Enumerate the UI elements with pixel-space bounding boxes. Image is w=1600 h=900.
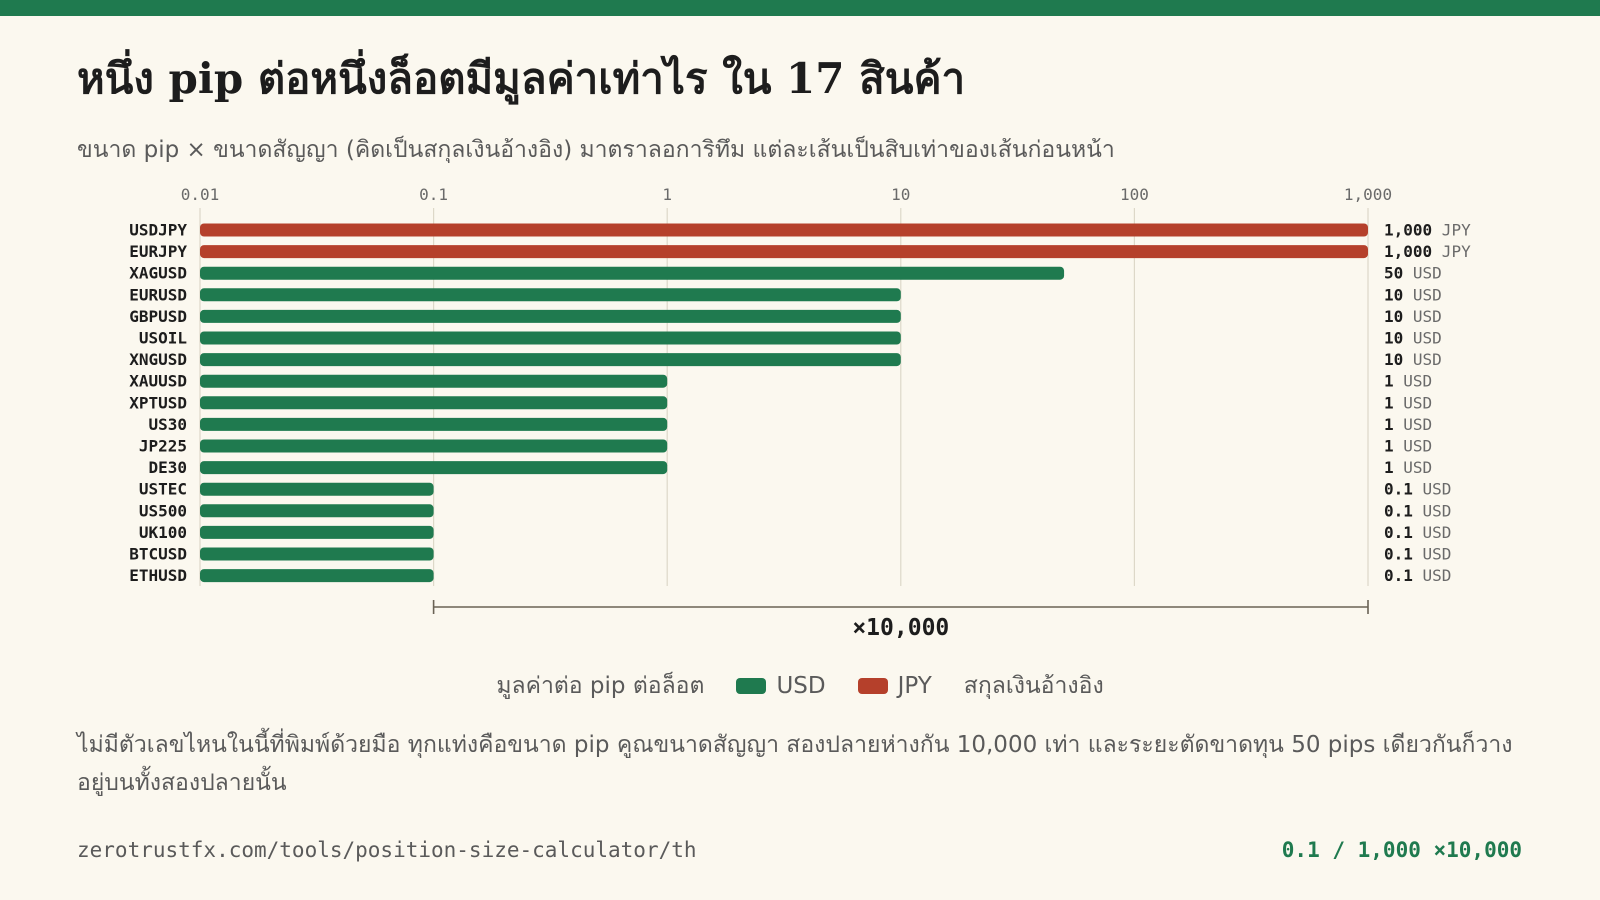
bar	[200, 482, 434, 496]
x-tick-label: 10	[891, 185, 910, 204]
category-label: US30	[148, 415, 187, 434]
x-tick-label: 0.01	[181, 185, 220, 204]
bar	[200, 331, 901, 345]
category-label: XPTUSD	[129, 393, 187, 412]
bar	[200, 547, 434, 561]
bar	[200, 504, 434, 518]
value-label: 0.1 USD	[1384, 545, 1451, 564]
footer-ratio: 0.1 / 1,000 ×10,000	[1281, 838, 1522, 862]
x-tick-label: 1	[662, 185, 672, 204]
legend-suffix: สกุลเงินอ้างอิง	[963, 673, 1104, 699]
category-label: XNGUSD	[129, 350, 187, 369]
bar	[200, 245, 1368, 259]
bar	[200, 396, 668, 410]
legend-item-jpy: JPY	[857, 673, 932, 699]
category-label: USDJPY	[129, 221, 187, 240]
bar	[200, 439, 668, 453]
span-label: ×10,000	[852, 615, 949, 641]
value-label: 1 USD	[1384, 415, 1432, 434]
legend-swatch-usd	[736, 678, 767, 694]
value-label: 0.1 USD	[1384, 501, 1451, 520]
value-label: 1 USD	[1384, 458, 1432, 477]
category-label: EURJPY	[129, 242, 187, 261]
value-label: 1 USD	[1384, 437, 1432, 456]
x-tick-label: 100	[1120, 185, 1149, 204]
page-title: หนึ่ง pip ต่อหนึ่งล็อตมีมูลค่าเท่าไร ใน …	[77, 54, 966, 103]
bar	[200, 309, 901, 323]
category-label: XAUUSD	[129, 372, 187, 391]
bar	[200, 223, 1368, 237]
value-label: 10 USD	[1384, 329, 1442, 348]
category-label: USOIL	[139, 329, 187, 348]
legend-label-jpy: JPY	[897, 673, 932, 699]
legend-title: มูลค่าต่อ pip ต่อล็อต	[496, 673, 705, 699]
value-label: 10 USD	[1384, 285, 1442, 304]
value-label: 0.1 USD	[1384, 523, 1451, 542]
value-label: 10 USD	[1384, 307, 1442, 326]
bar	[200, 569, 434, 583]
category-label: US500	[139, 501, 187, 520]
x-tick-label: 1,000	[1344, 185, 1392, 204]
value-label: 10 USD	[1384, 350, 1442, 369]
legend-swatch-jpy	[857, 678, 888, 694]
value-label: 1 USD	[1384, 393, 1432, 412]
bar	[200, 374, 668, 388]
category-label: GBPUSD	[129, 307, 187, 326]
source-url[interactable]: zerotrustfx.com/tools/position-size-calc…	[77, 838, 697, 862]
value-label: 0.1 USD	[1384, 480, 1451, 499]
category-label: DE30	[148, 458, 187, 477]
legend-item-usd: USD	[736, 673, 826, 699]
bar-chart: 0.01 0.1 1 10 100 1,000 USDJPY 1,000 JPY EURJPY 1…	[129, 185, 1471, 641]
legend-label-usd: USD	[776, 673, 826, 699]
footnote-text: ไม่มีตัวเลขไหนในนี้ที่พิมพ์ด้วยมือ ทุกแท…	[77, 732, 1513, 796]
category-label: EURUSD	[129, 285, 187, 304]
top-accent-bar	[0, 0, 1600, 16]
value-label: 50 USD	[1384, 264, 1442, 283]
value-label: 0.1 USD	[1384, 566, 1451, 585]
category-label: XAGUSD	[129, 264, 187, 283]
category-label: UK100	[139, 523, 187, 542]
bar	[200, 417, 668, 431]
value-label: 1 USD	[1384, 372, 1432, 391]
bar	[200, 525, 434, 539]
category-label: BTCUSD	[129, 545, 187, 564]
chart-legend: มูลค่าต่อ pip ต่อล็อต USD JPY สกุลเงินอ้…	[0, 668, 1600, 704]
value-label: 1,000 JPY	[1384, 221, 1471, 240]
bar	[200, 353, 901, 367]
page-subtitle: ขนาด pip × ขนาดสัญญา (คิดเป็นสกุลเงินอ้า…	[77, 137, 1115, 163]
x-tick-label: 0.1	[419, 185, 448, 204]
bar	[200, 461, 668, 475]
category-label: USTEC	[139, 480, 187, 499]
value-label: 1,000 JPY	[1384, 242, 1471, 261]
bar	[200, 266, 1065, 280]
category-label: ETHUSD	[129, 566, 187, 585]
bar	[200, 288, 901, 302]
category-label: JP225	[139, 437, 187, 456]
